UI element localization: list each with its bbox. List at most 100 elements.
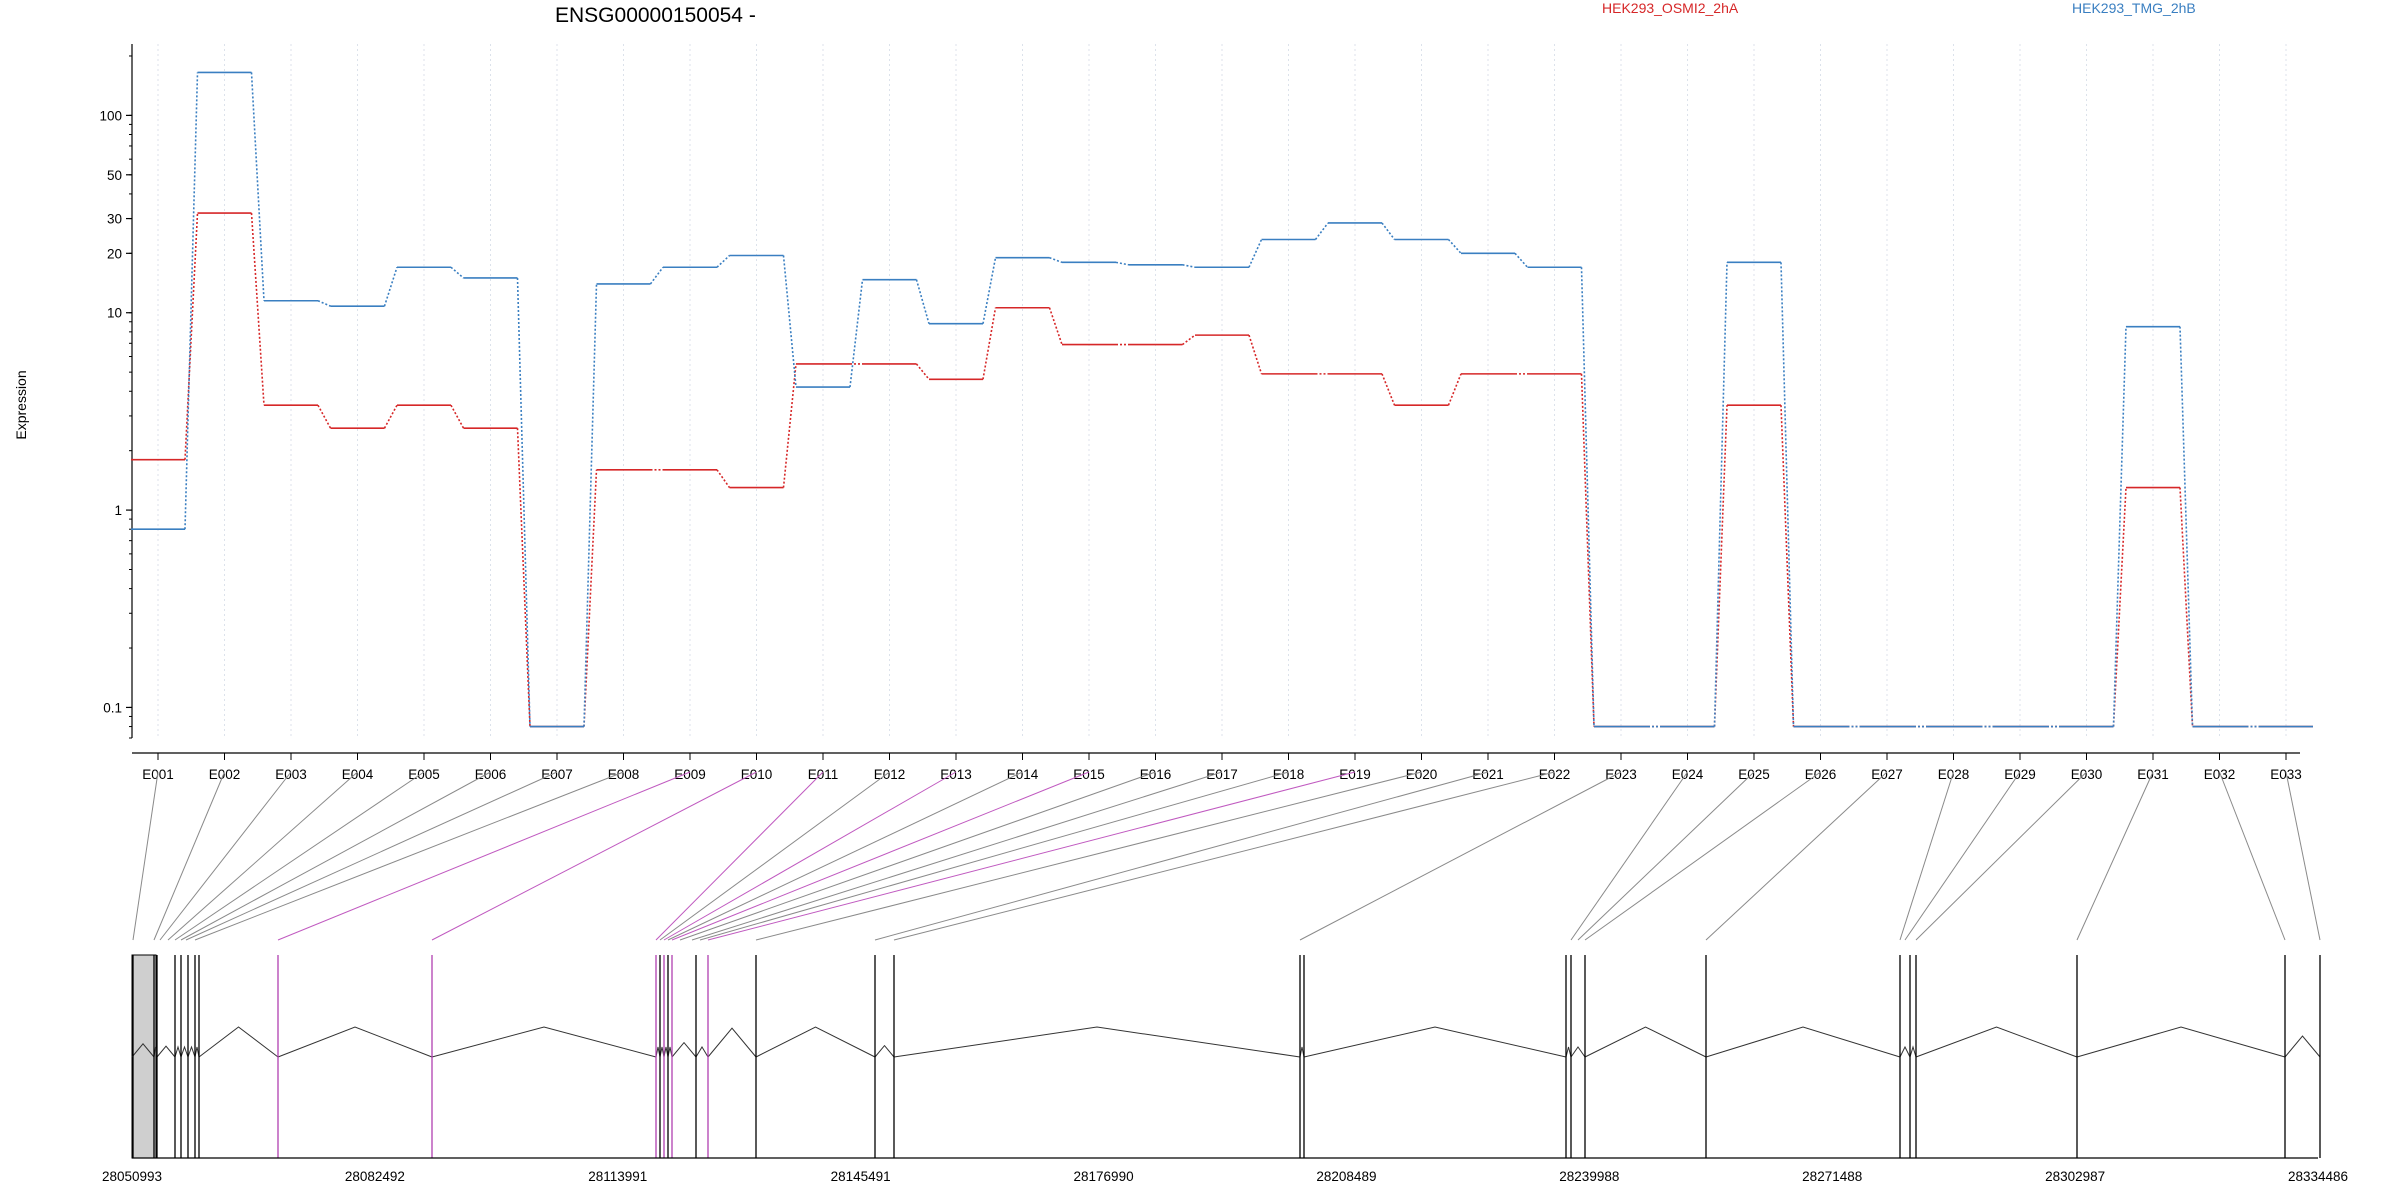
exon-connector: [1899, 771, 1954, 941]
exon-connector: [655, 771, 824, 941]
series-1-connector: [915, 363, 930, 380]
series-2-connector: [383, 267, 398, 307]
exon-connector: [755, 771, 1422, 941]
series-2-connector: [1447, 238, 1462, 254]
series-2-connector: [1713, 262, 1728, 727]
exon-connector: [194, 771, 624, 941]
intron-line: [194, 1046, 200, 1058]
series-1-connector: [250, 212, 265, 406]
legend-entry-series-2: HEK293_TMG_2hB: [2072, 0, 2196, 16]
intron-line: [874, 1044, 895, 1058]
series-2-connector: [1514, 252, 1529, 268]
intron-line: [667, 1046, 673, 1058]
exon-connector-lines: [132, 771, 2321, 941]
series-2-connector: [1049, 256, 1063, 264]
exon-connector: [2285, 771, 2321, 941]
x-tick-label: E013: [940, 767, 972, 782]
exon-connector: [2219, 771, 2286, 941]
series-1-connector: [1447, 373, 1462, 406]
exon-connector: [663, 771, 957, 941]
exon-connector: [1299, 771, 1622, 941]
genomic-coordinate-label: 28334486: [2288, 1169, 2348, 1184]
x-tick-label: E016: [1140, 767, 1172, 782]
exon-connector: [1705, 771, 1888, 941]
y-axis-label: Expression: [13, 370, 29, 439]
intron-line: [180, 1045, 189, 1058]
exon-connector: [699, 771, 1289, 941]
series-1-connector: [2112, 487, 2127, 727]
series-1-connector: [1381, 373, 1396, 406]
intron-line: [671, 1041, 697, 1058]
intron-line: [1705, 1026, 1901, 1058]
x-tick-label: E010: [741, 767, 773, 782]
intron-line: [174, 1045, 182, 1058]
genomic-coordinate-label: 28271488: [1802, 1169, 1862, 1184]
series-2-connector: [2112, 326, 2127, 727]
y-tick-label: 20: [107, 246, 122, 261]
intron-line: [1915, 1026, 2078, 1058]
genomic-coordinate-label: 28208489: [1316, 1169, 1376, 1184]
series-2-connector: [583, 283, 598, 727]
series-1-connector: [450, 404, 465, 429]
series-2-connector: [1115, 261, 1129, 266]
x-tick-label: E018: [1273, 767, 1305, 782]
x-tick-label: E030: [2071, 767, 2103, 782]
intron-line: [2284, 1035, 2321, 1058]
y-tick-label: 100: [99, 108, 122, 123]
intron-line: [1584, 1026, 1707, 1058]
series-1-connector: [317, 404, 332, 429]
series-2-connector: [849, 279, 864, 388]
x-tick-label: E011: [808, 767, 839, 782]
x-tick-label: E020: [1406, 767, 1438, 782]
exon-connector: [153, 771, 225, 941]
genomic-coordinate-label: 28176990: [1074, 1169, 1134, 1184]
series-1-connector: [982, 307, 997, 380]
series-2-connector: [1580, 267, 1595, 727]
x-tick-label: E021: [1472, 767, 1504, 782]
exon-connector: [874, 771, 1489, 941]
y-tick-label: 0.1: [103, 700, 122, 715]
series-2-line: [131, 71, 2313, 728]
series-1-connector: [516, 428, 531, 727]
x-axis: E001 E002 E003 E004 E005 E006 E007 E008 E009 E010…: [132, 752, 2302, 782]
first-exon-block: [131, 954, 157, 1159]
exon-connector: [132, 771, 159, 941]
intron-line: [893, 1026, 1301, 1058]
exon-connector: [671, 771, 1090, 941]
y-tick-label: 50: [107, 168, 122, 183]
exon-connector: [185, 771, 558, 941]
x-tick-label: E023: [1605, 767, 1637, 782]
exon-connector: [1570, 771, 1688, 941]
exon-connector: [277, 771, 691, 941]
series-2-connector: [250, 72, 265, 301]
genomic-coordinate-label: 28050993: [102, 1169, 162, 1184]
intron-line: [156, 1045, 176, 1058]
intron-line: [2076, 1026, 2286, 1058]
x-tick-label: E009: [674, 767, 706, 782]
series-2-connector: [1780, 262, 1795, 727]
exon-connector: [1904, 771, 2021, 941]
x-tick-label: E006: [475, 767, 507, 782]
intron-line: [1899, 1045, 1911, 1058]
gene-model-track: 28050993 28082492 28113991 28145491 28176990…: [102, 954, 2348, 1184]
intron-line: [663, 1046, 669, 1058]
x-tick-label: E031: [2137, 767, 2169, 782]
intron-line: [655, 1046, 661, 1058]
x-tick-label: E019: [1339, 767, 1371, 782]
x-tick-label: E015: [1073, 767, 1105, 782]
x-tick-label: E004: [342, 767, 374, 782]
series-2-connector: [1381, 222, 1396, 240]
intron-line: [277, 1026, 433, 1058]
series-1-connector: [383, 404, 398, 429]
exon-connector: [1915, 771, 2087, 941]
x-tick-label: E024: [1672, 767, 1704, 782]
intron-line: [659, 1046, 665, 1058]
x-tick-label: E026: [1805, 767, 1837, 782]
series-1-connector: [1248, 334, 1263, 375]
series-2-connector: [1314, 222, 1329, 240]
intron-line: [695, 1046, 709, 1058]
series-2-connector: [2179, 326, 2194, 727]
exon-connector: [1584, 771, 1821, 941]
intron-line: [187, 1045, 196, 1058]
x-tick-label: E007: [541, 767, 573, 782]
